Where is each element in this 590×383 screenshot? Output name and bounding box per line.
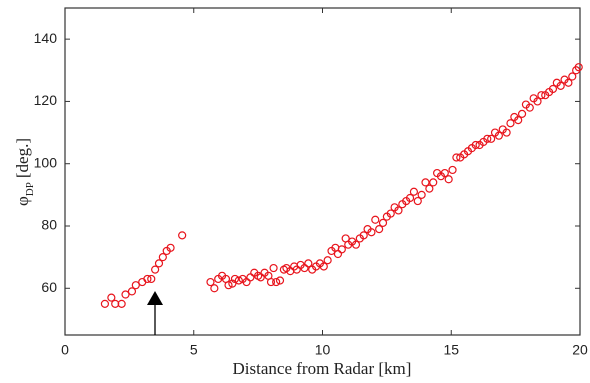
data-point	[429, 178, 438, 187]
data-point	[483, 134, 492, 143]
data-point	[166, 243, 175, 252]
data-point	[452, 153, 461, 162]
data-point	[514, 116, 523, 125]
data-point	[409, 187, 419, 196]
data-point	[556, 81, 565, 90]
data-point	[154, 259, 164, 268]
data-point	[158, 253, 167, 262]
data-point	[564, 78, 573, 87]
data-point	[425, 184, 434, 193]
y-tick-label: 120	[34, 92, 58, 108]
data-point	[568, 72, 577, 81]
x-tick-label: 20	[572, 342, 588, 358]
data-point	[487, 134, 496, 143]
data-point	[525, 103, 534, 112]
data-point	[100, 299, 110, 308]
data-point	[178, 231, 187, 240]
data-point	[228, 279, 237, 288]
x-tick-label: 0	[61, 342, 69, 358]
x-tick-label: 15	[443, 342, 459, 358]
data-point	[537, 91, 546, 100]
data-point	[319, 262, 328, 271]
data-point	[574, 63, 583, 72]
data-point	[378, 218, 388, 227]
data-point	[151, 265, 160, 274]
data-point	[323, 256, 332, 265]
data-point	[147, 274, 156, 284]
data-point	[506, 119, 515, 128]
data-point	[548, 84, 558, 94]
data-point	[107, 293, 116, 302]
data-point	[230, 274, 240, 284]
y-label-unit: [deg.]	[13, 138, 32, 178]
data-point	[375, 225, 384, 234]
y-tick-label: 100	[34, 154, 58, 170]
data-point	[394, 206, 403, 215]
y-axis-label: φDP [deg.]	[13, 138, 36, 206]
data-point	[121, 290, 130, 299]
data-point	[333, 249, 343, 259]
data-point	[266, 277, 276, 287]
data-point	[351, 240, 361, 249]
y-label-subscript: DP	[24, 182, 36, 196]
data-point	[269, 263, 278, 273]
data-point	[413, 196, 422, 206]
data-point	[131, 281, 140, 290]
data-point	[143, 274, 152, 284]
data-point	[405, 193, 415, 203]
annotation-arrow	[147, 291, 163, 335]
x-axis-label: Distance from Radar [km]	[233, 359, 412, 378]
data-point	[275, 276, 285, 285]
data-point	[367, 228, 376, 237]
data-point	[272, 277, 281, 287]
y-tick-label: 80	[41, 217, 57, 233]
data-point	[533, 97, 542, 106]
data-point	[117, 299, 126, 308]
y-label-symbol: φ	[13, 196, 32, 206]
y-tick-label: 60	[41, 279, 57, 295]
arrow-head	[147, 291, 163, 305]
data-point	[304, 259, 313, 268]
data-point	[502, 128, 511, 137]
data-point	[517, 109, 527, 118]
data-point	[494, 131, 503, 140]
x-tick-label: 5	[190, 342, 198, 358]
data-point	[359, 231, 368, 240]
x-tick-label: 10	[315, 342, 331, 358]
data-point	[246, 273, 255, 282]
data-point	[234, 276, 243, 285]
data-point	[448, 165, 457, 175]
y-tick-label: 140	[34, 30, 58, 46]
data-point	[371, 215, 380, 224]
data-point	[440, 168, 449, 178]
data-point	[138, 277, 147, 287]
data-point	[210, 284, 219, 293]
data-point	[386, 209, 395, 218]
data-point	[127, 287, 137, 296]
data-point	[206, 277, 215, 287]
data-point	[417, 190, 426, 199]
data-point	[337, 245, 346, 254]
data-point	[444, 175, 453, 184]
data-point	[224, 281, 233, 290]
data-point	[471, 140, 480, 150]
data-point	[421, 178, 430, 187]
